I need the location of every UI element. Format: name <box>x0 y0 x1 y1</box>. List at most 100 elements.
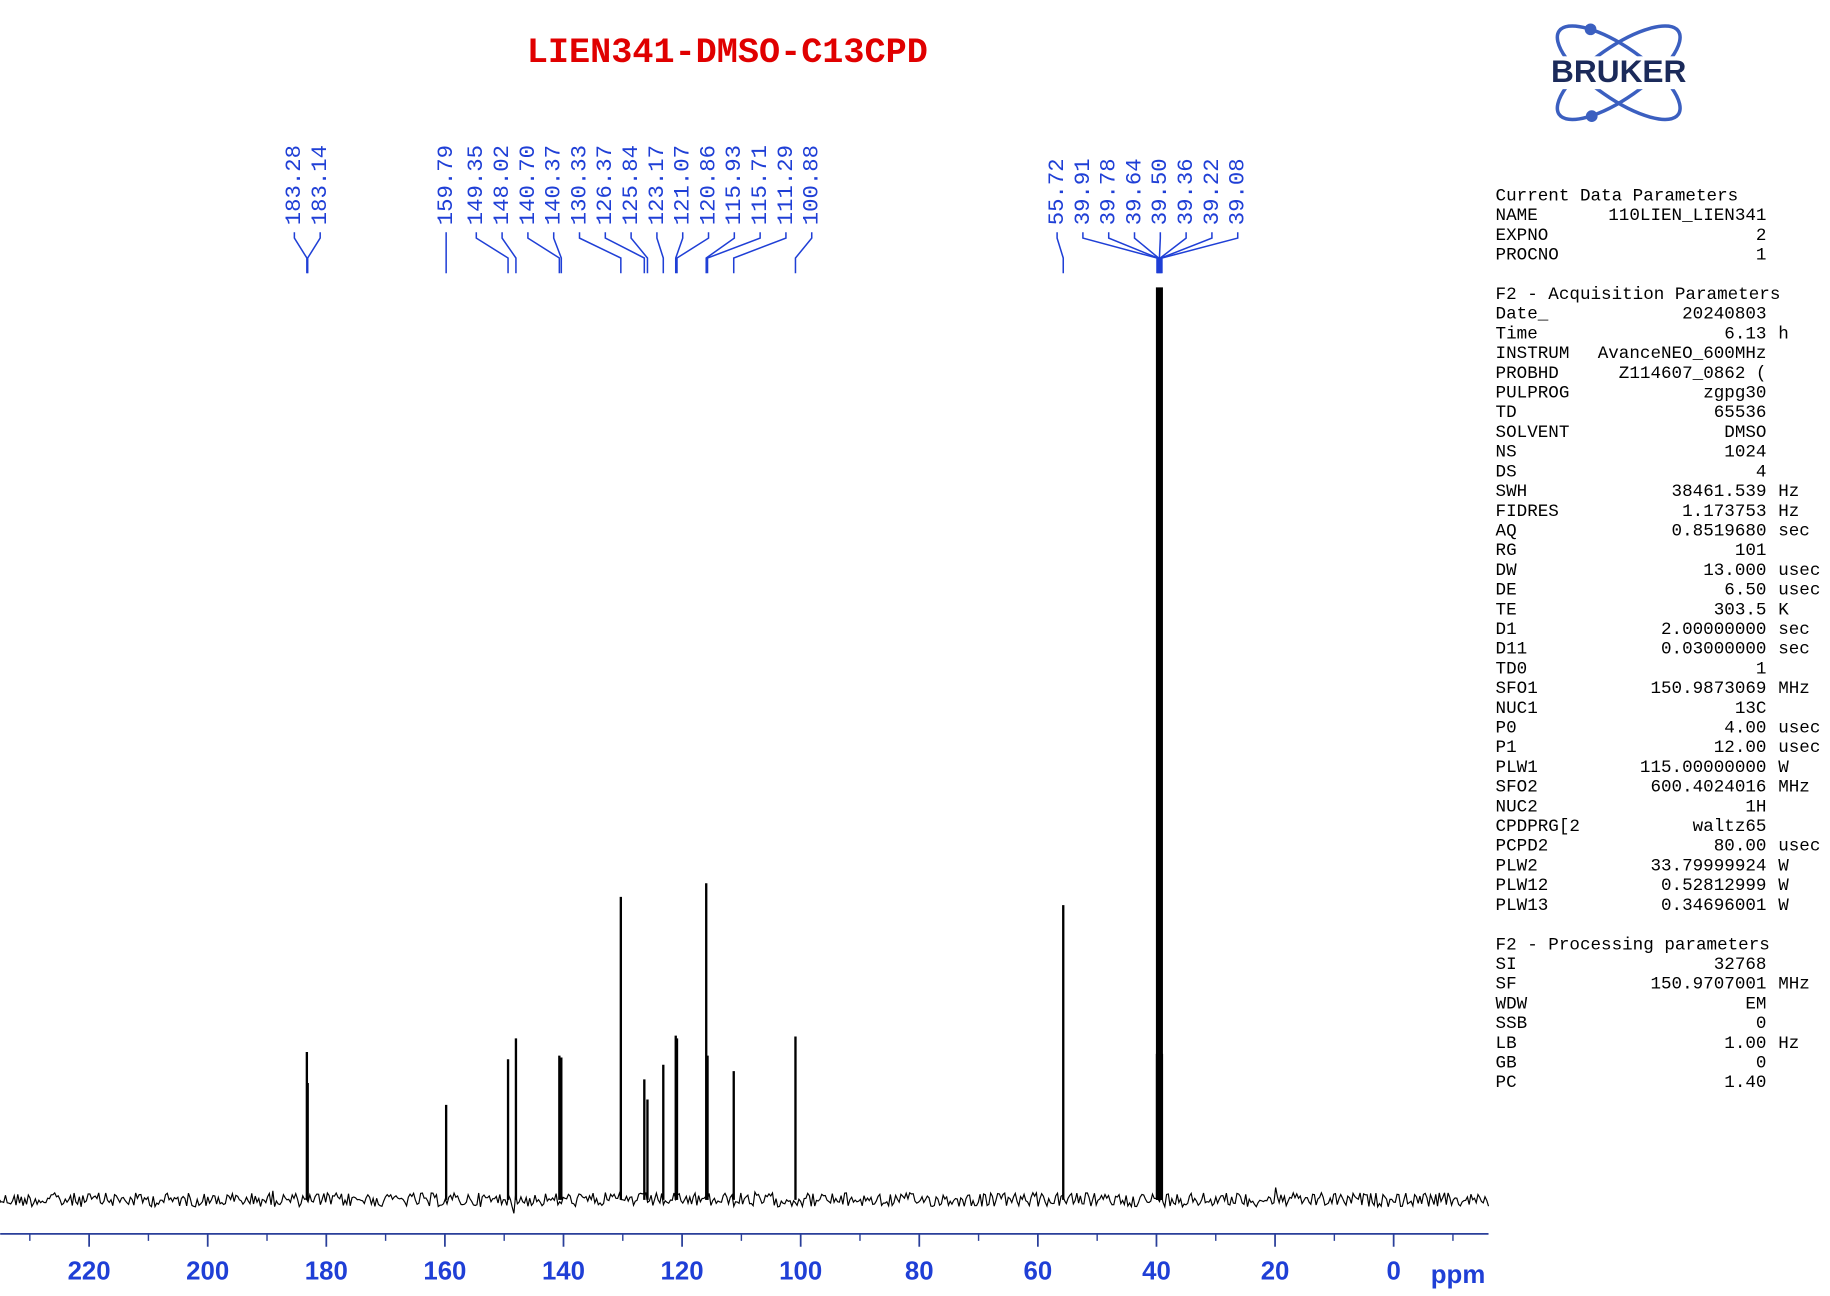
param-name: RG <box>1496 541 1517 561</box>
peak-label-connector <box>306 232 321 274</box>
peak-label-connector <box>552 232 563 274</box>
peak-label-connector <box>1160 232 1213 274</box>
param-name: D11 <box>1496 640 1528 660</box>
logo-dot <box>1585 110 1598 122</box>
param-name: PROCNO <box>1496 246 1559 266</box>
param-unit: MHz <box>1778 975 1810 995</box>
param-value: 1024 <box>1724 443 1766 463</box>
peak-label: 121.07 <box>670 145 696 225</box>
param-value: 115.00000000 <box>1640 758 1767 778</box>
param-value: 4 <box>1756 462 1767 482</box>
peak-label: 39.08 <box>1225 158 1251 225</box>
peak-label: 39.22 <box>1199 158 1225 225</box>
param-value: DMSO <box>1724 423 1766 443</box>
param-name: PROBHD <box>1496 364 1559 384</box>
peak-label: 148.02 <box>489 145 515 225</box>
x-tick-label: 40 <box>1142 1257 1171 1285</box>
param-name: NAME <box>1496 206 1538 226</box>
x-tick-label: 120 <box>661 1257 704 1285</box>
peak-label: 149.35 <box>463 145 489 225</box>
param-name: INSTRUM <box>1496 344 1570 364</box>
param-value: 0.52812999 <box>1661 876 1767 896</box>
param-name: NUC1 <box>1496 699 1538 719</box>
logo-text: BRUKER <box>1551 53 1687 89</box>
param-value: Z114607_0862 ( <box>1619 364 1767 384</box>
param-name: SOLVENT <box>1496 423 1570 443</box>
param-unit: W <box>1778 896 1789 916</box>
param-value: 150.9707001 <box>1650 975 1766 995</box>
param-value: 303.5 <box>1714 600 1767 620</box>
param-name: PLW2 <box>1496 856 1538 876</box>
param-value: 0 <box>1756 1014 1767 1034</box>
peak-label: 123.17 <box>644 145 670 225</box>
logo-backing <box>1527 56 1711 90</box>
peak-label-connector <box>1082 232 1158 274</box>
peak-label: 100.88 <box>799 145 825 225</box>
param-unit: W <box>1778 856 1789 876</box>
param-unit: W <box>1778 876 1789 896</box>
param-name: SI <box>1496 955 1517 975</box>
param-name: PLW1 <box>1496 758 1538 778</box>
param-unit: usec <box>1778 738 1820 758</box>
param-name: Date_ <box>1496 305 1549 325</box>
param-value: 2 <box>1756 226 1767 246</box>
param-name: WDW <box>1496 994 1528 1014</box>
peak-label-connector <box>705 232 736 274</box>
x-tick-label: 220 <box>68 1257 111 1285</box>
param-value: 4.00 <box>1724 719 1766 739</box>
x-tick-label: 160 <box>423 1257 466 1285</box>
bruker-logo: BRUKER <box>1527 23 1711 122</box>
param-name: PC <box>1496 1073 1517 1093</box>
peak-label-connector <box>1107 232 1159 274</box>
param-value: 0.8519680 <box>1672 521 1767 541</box>
param-unit: sec <box>1778 620 1810 640</box>
x-tick-label: 0 <box>1386 1257 1400 1285</box>
peak-label-connector <box>475 232 509 274</box>
param-unit: usec <box>1778 581 1820 601</box>
chart-title: LIEN341-DMSO-C13CPD <box>527 33 928 73</box>
param-name: SFO2 <box>1496 778 1538 798</box>
param-name: NS <box>1496 443 1517 463</box>
param-name: PLW12 <box>1496 876 1549 896</box>
param-name: SFO1 <box>1496 679 1538 699</box>
param-name: NUC2 <box>1496 797 1538 817</box>
param-value: 0.03000000 <box>1661 640 1767 660</box>
param-name: PULPROG <box>1496 384 1570 404</box>
param-unit: K <box>1778 600 1789 620</box>
param-value: 1.00 <box>1724 1034 1766 1054</box>
x-tick-label: 60 <box>1024 1257 1053 1285</box>
peak-label: 111.29 <box>773 145 799 225</box>
peak-label-connector <box>656 232 665 274</box>
param-name: D1 <box>1496 620 1517 640</box>
peak-label-connector <box>676 232 710 274</box>
peak-label-connector <box>1056 232 1065 274</box>
peak-label: 39.36 <box>1173 158 1199 225</box>
peak-label: 140.37 <box>541 145 567 225</box>
param-unit: W <box>1778 758 1789 778</box>
param-unit: Hz <box>1778 1034 1799 1054</box>
baseline-noise <box>0 1187 1490 1214</box>
param-section-title: F2 - Acquisition Parameters <box>1496 285 1781 305</box>
param-name: FIDRES <box>1496 502 1559 522</box>
param-value: waltz65 <box>1693 817 1767 837</box>
logo-orbit <box>1555 24 1682 122</box>
param-value: 1 <box>1756 246 1767 266</box>
param-name: PCPD2 <box>1496 837 1549 857</box>
param-name: SSB <box>1496 1014 1528 1034</box>
param-value: 20240803 <box>1682 305 1766 325</box>
peak-label-connector <box>794 232 813 274</box>
param-value: 12.00 <box>1714 738 1767 758</box>
param-unit: usec <box>1778 719 1820 739</box>
peak-label: 115.71 <box>747 145 773 225</box>
param-unit: usec <box>1778 837 1820 857</box>
peak-label-connector <box>732 232 787 274</box>
peak-label: 39.78 <box>1096 158 1122 225</box>
logo-orbit <box>1555 24 1682 122</box>
param-name: AQ <box>1496 521 1517 541</box>
param-value: 1.40 <box>1724 1073 1766 1093</box>
x-tick-label: 200 <box>186 1257 229 1285</box>
param-name: DW <box>1496 561 1518 581</box>
peak-label: 55.72 <box>1044 158 1070 225</box>
param-unit: usec <box>1778 561 1820 581</box>
param-value: 65536 <box>1714 403 1767 423</box>
